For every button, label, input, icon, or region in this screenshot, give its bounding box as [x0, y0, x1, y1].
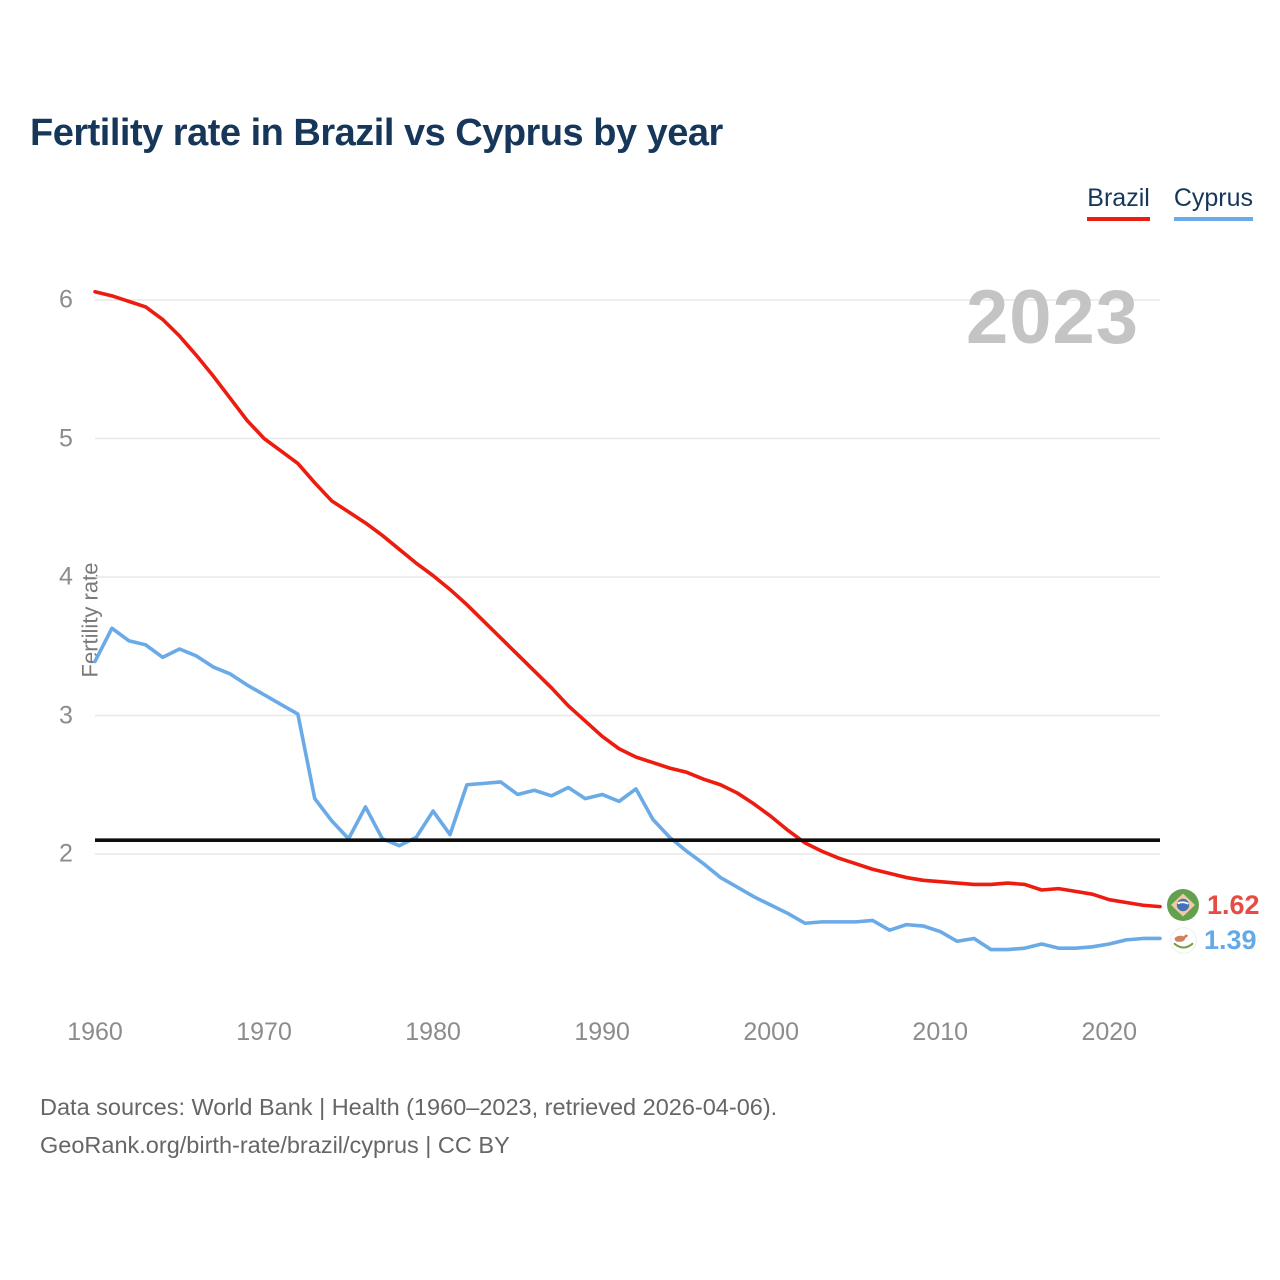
footer: Data sources: World Bank | Health (1960–… — [40, 1088, 777, 1164]
legend-label-cyprus: Cyprus — [1173, 184, 1253, 212]
x-tick-1970: 1970 — [236, 1018, 292, 1046]
x-tick-1980: 1980 — [405, 1018, 461, 1046]
cyprus-flag-icon — [1170, 927, 1197, 954]
footer-attribution-line: GeoRank.org/birth-rate/brazil/cyprus | C… — [40, 1132, 510, 1158]
cyprus-end-value: 1.39 — [1204, 925, 1257, 955]
y-tick-4: 4 — [59, 562, 73, 591]
x-tick-2010: 2010 — [912, 1018, 969, 1046]
page-title: Fertility rate in Brazil vs Cyprus by ye… — [30, 112, 723, 154]
data-series-lines — [93, 289, 1162, 952]
legend-item-brazil[interactable]: Brazil — [1087, 184, 1150, 221]
brazil-series-line — [93, 289, 1162, 909]
brazil-end-value: 1.62 — [1207, 889, 1260, 920]
footer-sources-line: Data sources: World Bank | Health (1960–… — [40, 1094, 778, 1120]
x-tick-2020: 2020 — [1081, 1018, 1138, 1046]
legend-item-cyprus[interactable]: Cyprus — [1173, 184, 1253, 221]
y-tick-2: 2 — [59, 839, 73, 868]
gridlines — [95, 299, 1160, 855]
legend-label-brazil: Brazil — [1087, 184, 1150, 212]
y-tick-6: 6 — [59, 285, 73, 314]
y-tick-5: 5 — [59, 424, 73, 452]
brazil-flag-icon — [1167, 889, 1199, 921]
x-tick-2000: 2000 — [743, 1018, 799, 1046]
year-watermark: 2023 — [966, 275, 1140, 360]
legend: Brazil Cyprus — [1087, 184, 1253, 221]
y-tick-3: 3 — [59, 701, 73, 729]
brazil-end-label: 1.62 — [1166, 888, 1260, 922]
cyprus-series-line — [93, 626, 1162, 952]
x-tick-1960: 1960 — [67, 1018, 123, 1046]
x-tick-1990: 1990 — [574, 1018, 630, 1046]
cyprus-end-label: 1.39 — [1170, 925, 1257, 956]
